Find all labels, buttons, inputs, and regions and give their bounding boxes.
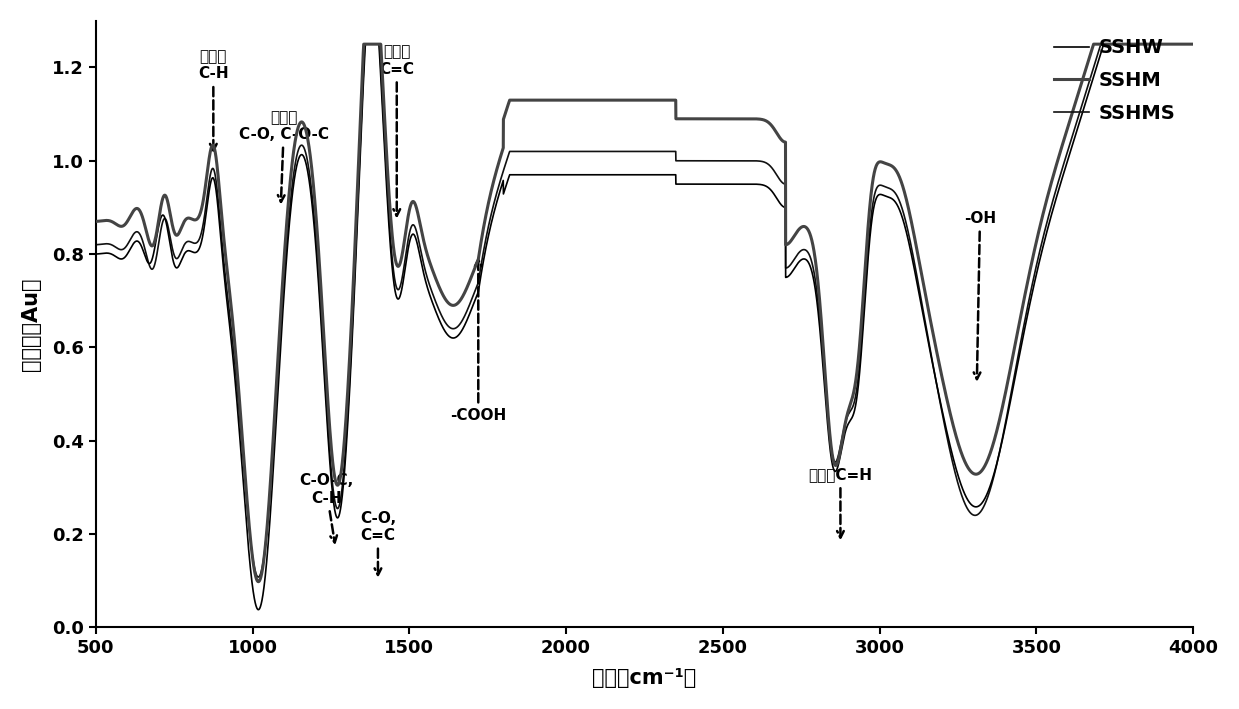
SSHMS: [252, 573, 266, 581]
Line: SSHM: SSHM: [95, 44, 1193, 581]
Text: 脂肪族
C-O, C-O-C: 脂肪族 C-O, C-O-C: [239, 110, 328, 202]
SSHMS: [377, 115, 392, 123]
SSHW: [1186, 40, 1201, 48]
SSHMS: [88, 240, 103, 249]
SSHM: [831, 455, 846, 464]
SSHM: [88, 217, 103, 225]
SSHMS: [358, 40, 373, 48]
SSHM: [525, 96, 540, 104]
SSHM: [377, 91, 392, 100]
SSHMS: [503, 147, 518, 156]
SSHM: [146, 240, 161, 249]
Line: SSHW: SSHW: [95, 44, 1193, 610]
SSHMS: [831, 451, 846, 459]
Text: C-O,
C=C: C-O, C=C: [359, 510, 396, 575]
SSHM: [503, 96, 518, 104]
SSHMS: [146, 264, 161, 272]
Text: 芳香族
C-H: 芳香族 C-H: [198, 49, 229, 150]
Text: 脂肪族C=H: 脂肪族C=H: [808, 468, 872, 537]
SSHW: [358, 40, 373, 48]
SSHW: [146, 250, 161, 259]
Text: -COOH: -COOH: [450, 259, 507, 423]
SSHMS: [1186, 40, 1201, 48]
SSHW: [503, 171, 518, 179]
SSHW: [252, 605, 266, 614]
SSHM: [1186, 40, 1201, 48]
Text: C-O-C,
C-H: C-O-C, C-H: [299, 474, 353, 542]
SSHMS: [525, 147, 540, 156]
SSHM: [357, 40, 372, 48]
X-axis label: 波长（cm⁻¹）: 波长（cm⁻¹）: [592, 668, 696, 688]
Y-axis label: 吸光度（Au）: 吸光度（Au）: [21, 277, 41, 371]
SSHM: [620, 96, 634, 104]
SSHM: [252, 577, 266, 586]
SSHW: [525, 171, 540, 179]
Text: 芳香族
C=C: 芳香族 C=C: [379, 45, 414, 216]
SSHW: [88, 250, 103, 258]
SSHW: [831, 460, 846, 469]
Text: -OH: -OH: [964, 211, 996, 379]
Legend: SSHW, SSHM, SSHMS: SSHW, SSHM, SSHMS: [1047, 30, 1183, 130]
Line: SSHMS: SSHMS: [95, 44, 1193, 577]
SSHW: [377, 124, 392, 133]
SSHW: [620, 171, 634, 179]
SSHMS: [620, 147, 634, 156]
